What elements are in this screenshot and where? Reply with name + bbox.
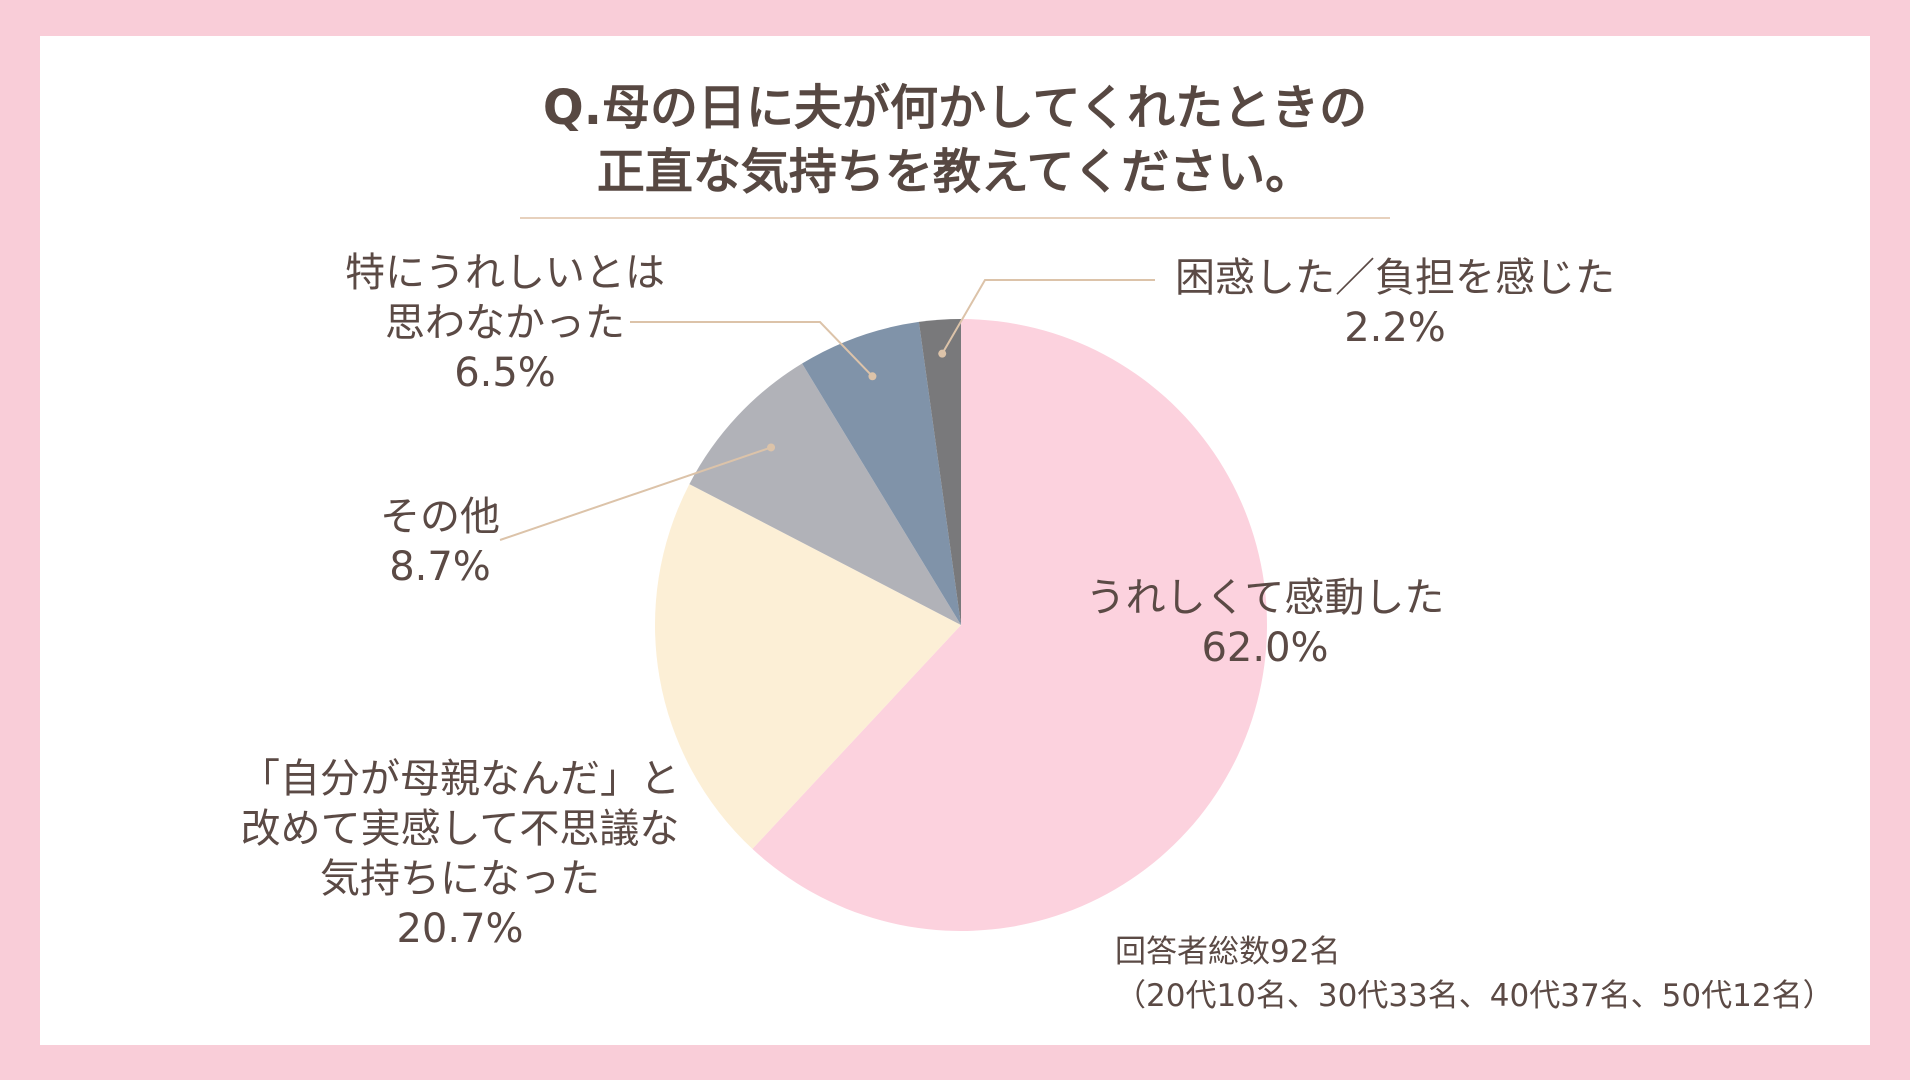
slice-label-4-text: 困惑した／負担を感じた xyxy=(1175,255,1615,301)
respondent-breakdown: （20代10名、30代33名、40代37名、50代12名） xyxy=(1115,978,1834,1014)
respondent-note: 回答者総数92名 （20代10名、30代33名、40代37名、50代12名） xyxy=(1115,930,1834,1018)
chart-title: Q.母の日に夫が何かしてくれたときの 正直な気持ちを教えてください。 xyxy=(40,76,1870,204)
pie-slices xyxy=(654,319,1267,931)
slice-label-1-text-2: 改めて実感して不思議な xyxy=(240,806,680,852)
pie-slice-2 xyxy=(689,363,961,625)
chart-title-line-1: Q.母の日に夫が何かしてくれたときの xyxy=(542,80,1368,136)
leader-line-3 xyxy=(630,321,874,377)
respondent-total: 回答者総数92名 xyxy=(1115,934,1341,970)
slice-label-2: その他 8.7% xyxy=(340,492,540,592)
title-underline xyxy=(520,217,1390,219)
slice-label-4-pct: 2.2% xyxy=(1344,305,1446,351)
leader-lines xyxy=(499,279,1155,541)
slice-label-2-pct: 8.7% xyxy=(389,544,491,590)
slice-label-3-pct: 6.5% xyxy=(454,350,556,396)
slice-label-1-text-3: 気持ちになった xyxy=(320,856,600,902)
leader-line-2 xyxy=(499,446,772,541)
slice-label-4: 困惑した／負担を感じた 2.2% xyxy=(1155,253,1635,353)
chart-card: Q.母の日に夫が何かしてくれたときの 正直な気持ちを教えてください。 うれしくて… xyxy=(40,36,1870,1045)
slice-label-1-pct: 20.7% xyxy=(396,906,524,952)
slice-label-2-text: その他 xyxy=(380,494,500,540)
slice-label-1: 「自分が母親なんだ」と 改めて実感して不思議な 気持ちになった 20.7% xyxy=(200,754,720,954)
pie-slice-3 xyxy=(802,321,961,625)
leader-dot-2 xyxy=(767,443,776,452)
pie-slice-4 xyxy=(918,319,961,625)
slice-label-3-text-1: 特にうれしいとは xyxy=(345,250,665,296)
slice-label-3-text-2: 思わなかった xyxy=(385,300,625,346)
chart-title-line-2: 正直な気持ちを教えてください。 xyxy=(596,144,1314,200)
pie-slice-1 xyxy=(654,484,961,849)
slice-label-1-text-1: 「自分が母親なんだ」と xyxy=(240,756,680,802)
slice-label-0: うれしくて感動した 62.0% xyxy=(1025,573,1505,673)
slice-label-3: 特にうれしいとは 思わなかった 6.5% xyxy=(305,248,705,398)
leader-line-4 xyxy=(941,279,1155,355)
slice-label-0-text: うれしくて感動した xyxy=(1085,575,1445,621)
leader-dot-4 xyxy=(938,349,947,358)
pie-chart xyxy=(499,279,1267,931)
slice-label-0-pct: 62.0% xyxy=(1201,625,1329,671)
leader-dot-3 xyxy=(868,372,877,381)
pie-slice-0 xyxy=(752,319,1267,931)
